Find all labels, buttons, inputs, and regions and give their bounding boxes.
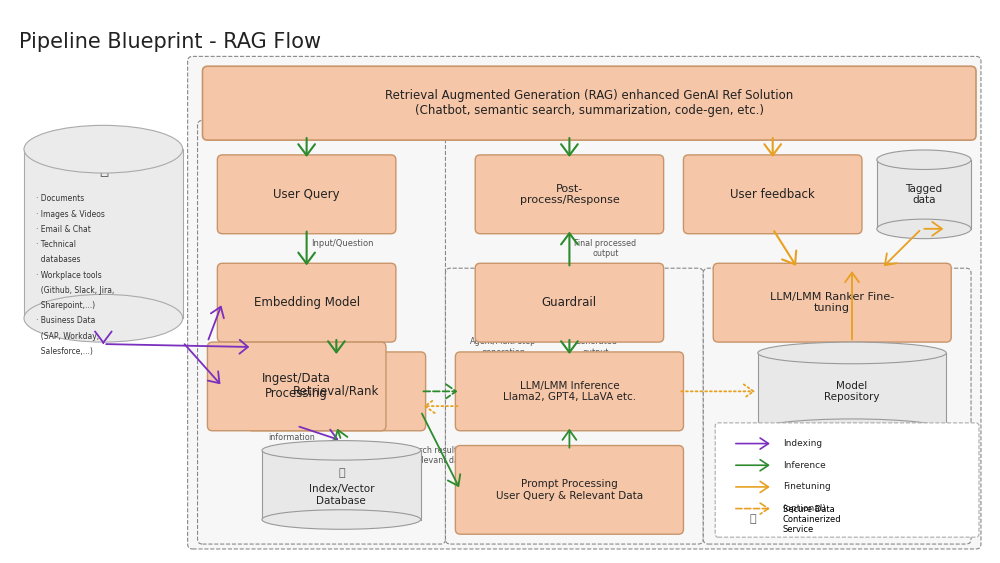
Ellipse shape (262, 441, 421, 460)
Ellipse shape (877, 219, 971, 239)
Text: Indexing: Indexing (783, 439, 822, 448)
Text: Enterprise Data: Enterprise Data (57, 135, 150, 145)
Text: Embedding Model: Embedding Model (254, 296, 360, 309)
FancyBboxPatch shape (475, 155, 664, 234)
Text: databases: databases (36, 256, 80, 265)
Text: Generated
output: Generated output (574, 337, 617, 357)
Text: Agent/Multi-step
generation: Agent/Multi-step generation (470, 337, 536, 357)
Text: · Workplace tools: · Workplace tools (36, 271, 102, 280)
Text: ⚿: ⚿ (750, 515, 756, 524)
FancyBboxPatch shape (217, 155, 396, 234)
Text: LLM/LMM Ranker Fine-
tuning: LLM/LMM Ranker Fine- tuning (770, 292, 894, 314)
FancyBboxPatch shape (715, 423, 979, 537)
Bar (758, 353, 946, 430)
FancyBboxPatch shape (217, 263, 396, 342)
Text: Pipeline Blueprint - RAG Flow: Pipeline Blueprint - RAG Flow (19, 32, 321, 52)
Text: (SAP, Workday,: (SAP, Workday, (36, 332, 99, 341)
FancyBboxPatch shape (188, 56, 981, 549)
Ellipse shape (758, 419, 946, 441)
Text: Model
Repository: Model Repository (824, 381, 880, 402)
Text: · Technical: · Technical (36, 240, 76, 249)
Text: Retrieval Augmented Generation (RAG) enhanced GenAI Ref Solution
(Chatbot, seman: Retrieval Augmented Generation (RAG) enh… (385, 89, 793, 117)
Bar (24, 149, 183, 318)
Text: Salesforce,...): Salesforce,...) (36, 347, 93, 356)
Text: Index/Vector
Database: Index/Vector Database (309, 484, 374, 506)
Text: · Business Data: · Business Data (36, 316, 95, 325)
Text: Retrieved
information: Retrieved information (268, 423, 315, 443)
Text: Search result with
relevant data: Search result with relevant data (404, 446, 477, 465)
FancyBboxPatch shape (703, 268, 971, 544)
FancyBboxPatch shape (207, 342, 386, 431)
FancyBboxPatch shape (455, 445, 683, 534)
Text: Extract: Extract (212, 111, 242, 120)
Text: Retrieval/Rank: Retrieval/Rank (293, 385, 380, 398)
Text: · Images & Videos: · Images & Videos (36, 209, 105, 218)
FancyBboxPatch shape (683, 155, 862, 234)
Ellipse shape (758, 342, 946, 364)
Bar (262, 450, 421, 520)
Text: · Documents: · Documents (36, 194, 84, 203)
Text: User feedback: User feedback (730, 188, 815, 201)
Ellipse shape (24, 126, 183, 173)
Text: · Email & Chat: · Email & Chat (36, 225, 91, 234)
Text: ⚿: ⚿ (338, 468, 345, 478)
Text: Final processed
output: Final processed output (574, 239, 637, 258)
Text: Tagged
data: Tagged data (905, 184, 943, 205)
FancyBboxPatch shape (445, 268, 703, 544)
Text: Ingest/Data
Processing: Ingest/Data Processing (262, 372, 331, 400)
Ellipse shape (262, 510, 421, 529)
Ellipse shape (877, 150, 971, 169)
FancyBboxPatch shape (203, 66, 976, 140)
Text: Finetuning: Finetuning (783, 482, 830, 491)
Text: Input/Question: Input/Question (312, 239, 374, 248)
Text: Inference: Inference (783, 461, 825, 470)
Text: LLM/LMM Inference
Llama2, GPT4, LLaVA etc.: LLM/LMM Inference Llama2, GPT4, LLaVA et… (503, 381, 636, 402)
Text: Prompt Processing
User Query & Relevant Data: Prompt Processing User Query & Relevant … (496, 479, 643, 501)
Text: Sharepoint,...): Sharepoint,...) (36, 301, 95, 310)
Text: (Github, Slack, Jira,: (Github, Slack, Jira, (36, 286, 114, 295)
FancyBboxPatch shape (713, 263, 951, 342)
FancyBboxPatch shape (247, 352, 426, 431)
FancyBboxPatch shape (475, 263, 664, 342)
Text: Post-
process/Response: Post- process/Response (520, 184, 619, 205)
Text: Guardrail: Guardrail (542, 296, 597, 309)
Text: (optional): (optional) (783, 504, 826, 513)
Text: ⚿: ⚿ (99, 162, 108, 177)
Ellipse shape (24, 294, 183, 342)
Text: User Query: User Query (273, 188, 340, 201)
Bar (877, 160, 971, 229)
Text: Secure Data
Containerized
Service: Secure Data Containerized Service (783, 504, 841, 534)
FancyBboxPatch shape (198, 120, 445, 544)
FancyBboxPatch shape (455, 352, 683, 431)
